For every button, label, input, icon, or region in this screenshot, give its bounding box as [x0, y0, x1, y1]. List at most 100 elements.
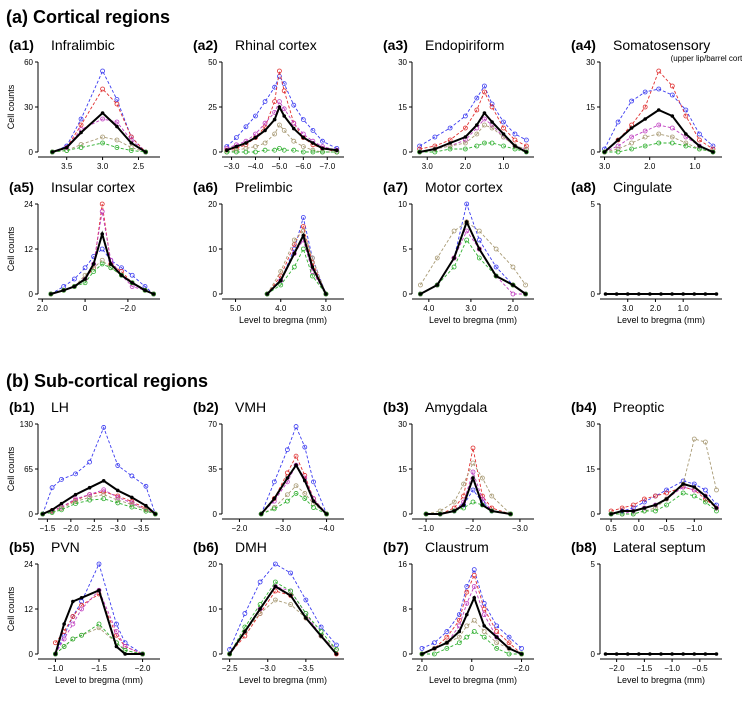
- series-line: [226, 147, 337, 153]
- x-tick-label: −2.5: [86, 524, 102, 533]
- data-point: [482, 83, 487, 89]
- data-point: [615, 146, 621, 152]
- data-point: [670, 114, 675, 118]
- data-point: [140, 652, 145, 656]
- series-4: [40, 492, 158, 517]
- data-point: [320, 146, 325, 151]
- data-point: [78, 116, 84, 122]
- series-line: [421, 568, 522, 649]
- data-point: [281, 147, 287, 153]
- data-point: [506, 651, 512, 657]
- y-tick-label: 30: [586, 420, 595, 429]
- data-point: [642, 89, 648, 95]
- panel-b5: (b5) PVN 0 12 24 −1.0 −1.5 −2.0 Cell counts Level…: [6, 539, 160, 685]
- data-point: [73, 501, 78, 507]
- data-point: [73, 497, 78, 503]
- data-point: [59, 507, 64, 513]
- series-line: [266, 230, 327, 295]
- data-point: [288, 593, 294, 598]
- x-axis-label: Level to bregma (mm): [617, 675, 705, 685]
- data-point: [101, 496, 107, 502]
- series-line: [610, 486, 717, 512]
- data-point: [324, 511, 329, 517]
- data-point: [489, 509, 494, 513]
- series-line: [604, 70, 714, 153]
- series-mean: [420, 595, 524, 656]
- panel-title: Amygdala: [425, 399, 487, 415]
- series-1: [224, 74, 340, 151]
- data-point: [629, 98, 635, 104]
- data-point: [697, 144, 702, 148]
- data-point: [461, 481, 467, 487]
- series-line: [419, 111, 527, 153]
- series-line: [50, 211, 154, 295]
- data-point: [119, 272, 124, 278]
- series-5: [49, 140, 149, 155]
- data-point: [100, 111, 105, 115]
- data-point: [272, 147, 278, 153]
- series-mean: [603, 652, 719, 656]
- panel-label: (a6): [193, 179, 218, 195]
- series-line: [426, 447, 511, 515]
- series-mean: [49, 230, 156, 296]
- data-point: [664, 487, 669, 493]
- data-point: [489, 125, 495, 131]
- data-point: [101, 425, 107, 430]
- y-tick-label: 16: [398, 560, 407, 569]
- data-point: [697, 137, 702, 143]
- data-point: [151, 292, 156, 296]
- data-point: [59, 476, 64, 482]
- data-point: [70, 636, 76, 642]
- data-point: [64, 145, 69, 150]
- data-point: [70, 621, 76, 627]
- series-line: [610, 480, 717, 515]
- data-point: [281, 106, 287, 112]
- data-point: [519, 652, 524, 656]
- data-point: [714, 506, 719, 510]
- data-point: [464, 220, 469, 224]
- series-mean: [50, 111, 148, 154]
- series-mean: [602, 108, 715, 154]
- x-tick-label: −4.0: [319, 524, 335, 533]
- data-point: [519, 645, 524, 651]
- data-point: [432, 646, 437, 651]
- data-point: [501, 143, 506, 149]
- data-point: [61, 644, 67, 649]
- x-tick-label: 3.0: [320, 304, 332, 313]
- data-point: [129, 504, 135, 510]
- data-point: [523, 137, 529, 143]
- data-point: [494, 640, 500, 646]
- data-point: [300, 246, 306, 252]
- data-point: [143, 508, 149, 514]
- data-point: [114, 629, 119, 634]
- x-tick-label: 2.0: [507, 304, 519, 313]
- data-point: [711, 150, 715, 154]
- data-point: [481, 600, 487, 606]
- data-point: [303, 597, 309, 603]
- x-tick-label: −1.0: [686, 524, 702, 533]
- data-point: [311, 499, 316, 503]
- x-tick-label: 3.0: [422, 162, 434, 171]
- data-point: [482, 89, 487, 95]
- series-line: [229, 590, 337, 655]
- data-point: [444, 645, 450, 651]
- data-point: [474, 131, 480, 137]
- data-point: [451, 499, 457, 505]
- series-line: [604, 142, 714, 153]
- series-3: [419, 584, 524, 657]
- data-point: [481, 629, 487, 634]
- data-point: [272, 579, 278, 585]
- data-point: [510, 291, 516, 297]
- data-point: [100, 134, 105, 140]
- data-point: [482, 116, 487, 122]
- series-5: [53, 621, 145, 657]
- data-point: [253, 149, 258, 155]
- panel-label: (b5): [9, 539, 35, 555]
- data-point: [62, 622, 66, 626]
- series-line: [52, 69, 146, 153]
- panel-b3: (b3) Amygdala 0 15 30 −1.0 −2.0 −3.0: [383, 399, 534, 533]
- data-point: [292, 251, 297, 256]
- y-axis-label: Cell counts: [6, 586, 16, 631]
- series-line: [421, 573, 522, 655]
- data-point: [318, 624, 324, 630]
